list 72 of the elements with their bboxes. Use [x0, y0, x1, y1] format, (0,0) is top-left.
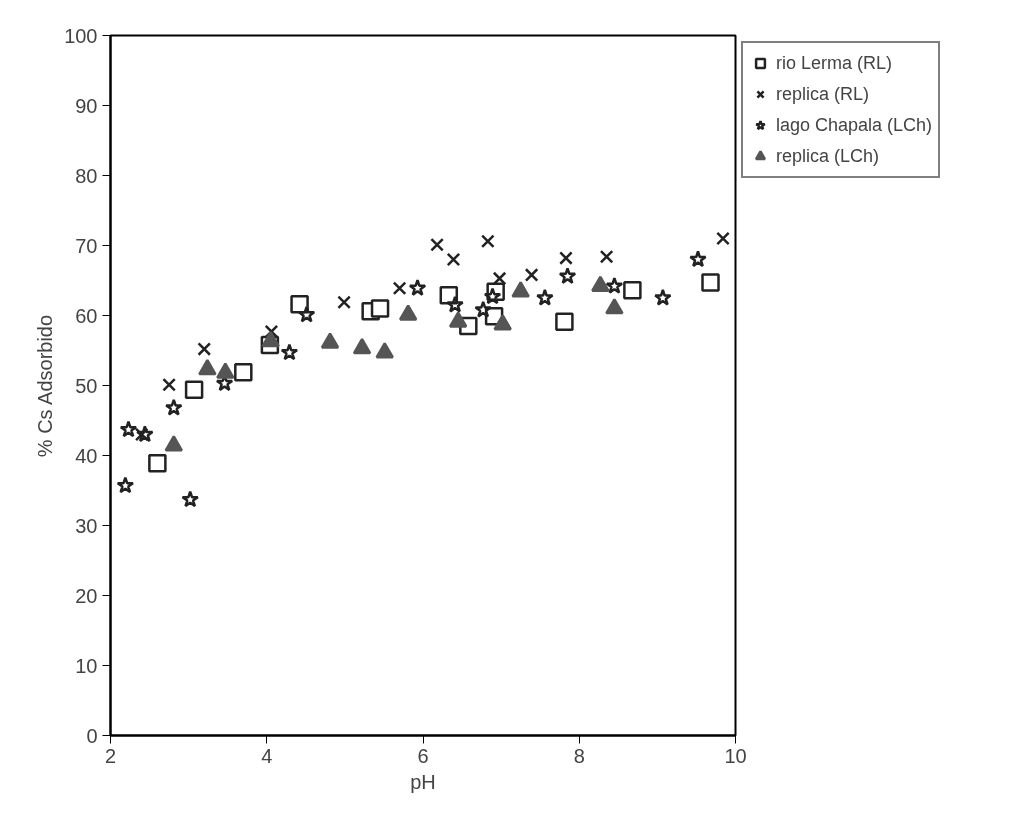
point [216, 362, 235, 379]
y-tick-label: 100 [64, 24, 98, 47]
y-tick-label: 0 [86, 724, 98, 747]
point [197, 342, 212, 357]
point [290, 295, 309, 314]
point [408, 278, 427, 296]
point [430, 237, 444, 252]
point [623, 281, 642, 300]
point [493, 314, 512, 331]
point [181, 490, 200, 508]
point [446, 252, 461, 267]
y-axis-title: % Cs Adsorbido [34, 314, 57, 458]
point [555, 312, 574, 332]
x-tick-label: 10 [724, 744, 747, 767]
point [448, 311, 468, 328]
point [392, 281, 407, 296]
point [492, 271, 507, 286]
point [136, 425, 154, 443]
legend-label: rio Lerma (RL) [776, 52, 893, 74]
point [352, 337, 372, 355]
point [446, 295, 464, 313]
y-tick-label: 60 [75, 304, 98, 327]
point [370, 299, 390, 318]
point [375, 342, 394, 359]
y-tick-label: 80 [75, 164, 98, 187]
y-tick-label: 70 [75, 234, 98, 257]
point [234, 362, 253, 382]
point [148, 453, 167, 473]
point [116, 476, 135, 494]
point [261, 330, 280, 348]
y-tick-label: 10 [75, 654, 98, 677]
point [162, 377, 176, 392]
point [320, 332, 340, 349]
point [605, 298, 624, 315]
y-tick-label: 50 [75, 374, 98, 397]
legend-label: replica (LCh) [776, 145, 880, 167]
point [716, 231, 730, 246]
point [558, 267, 577, 285]
legend-label: replica (RL) [776, 83, 870, 105]
x-tick-label: 8 [573, 744, 585, 767]
point [164, 398, 183, 416]
y-tick-label: 40 [75, 444, 98, 467]
point [524, 267, 539, 282]
point [474, 300, 493, 318]
point [483, 287, 502, 305]
point [119, 420, 138, 438]
point [164, 435, 184, 452]
point [264, 324, 279, 339]
x-tick-label: 6 [417, 744, 429, 767]
point [559, 251, 573, 266]
x-axis-title: pH [410, 770, 436, 793]
point [689, 250, 707, 268]
point [280, 343, 299, 361]
point [337, 295, 351, 310]
y-tick-label: 30 [75, 514, 98, 537]
y-tick-label: 20 [75, 584, 98, 607]
point [599, 249, 614, 264]
x-tick-label: 2 [104, 744, 117, 767]
point [536, 288, 554, 306]
point [184, 380, 204, 399]
point [701, 273, 720, 292]
point [605, 276, 624, 294]
point [134, 427, 149, 442]
point [398, 304, 418, 321]
point [653, 288, 672, 306]
point [297, 305, 316, 323]
x-tick-label: 4 [261, 744, 273, 767]
legend-label: lago Chapala (LCh) [776, 114, 933, 136]
point [480, 234, 495, 249]
point [198, 358, 217, 376]
point [511, 281, 530, 298]
y-tick-label: 90 [75, 94, 98, 117]
